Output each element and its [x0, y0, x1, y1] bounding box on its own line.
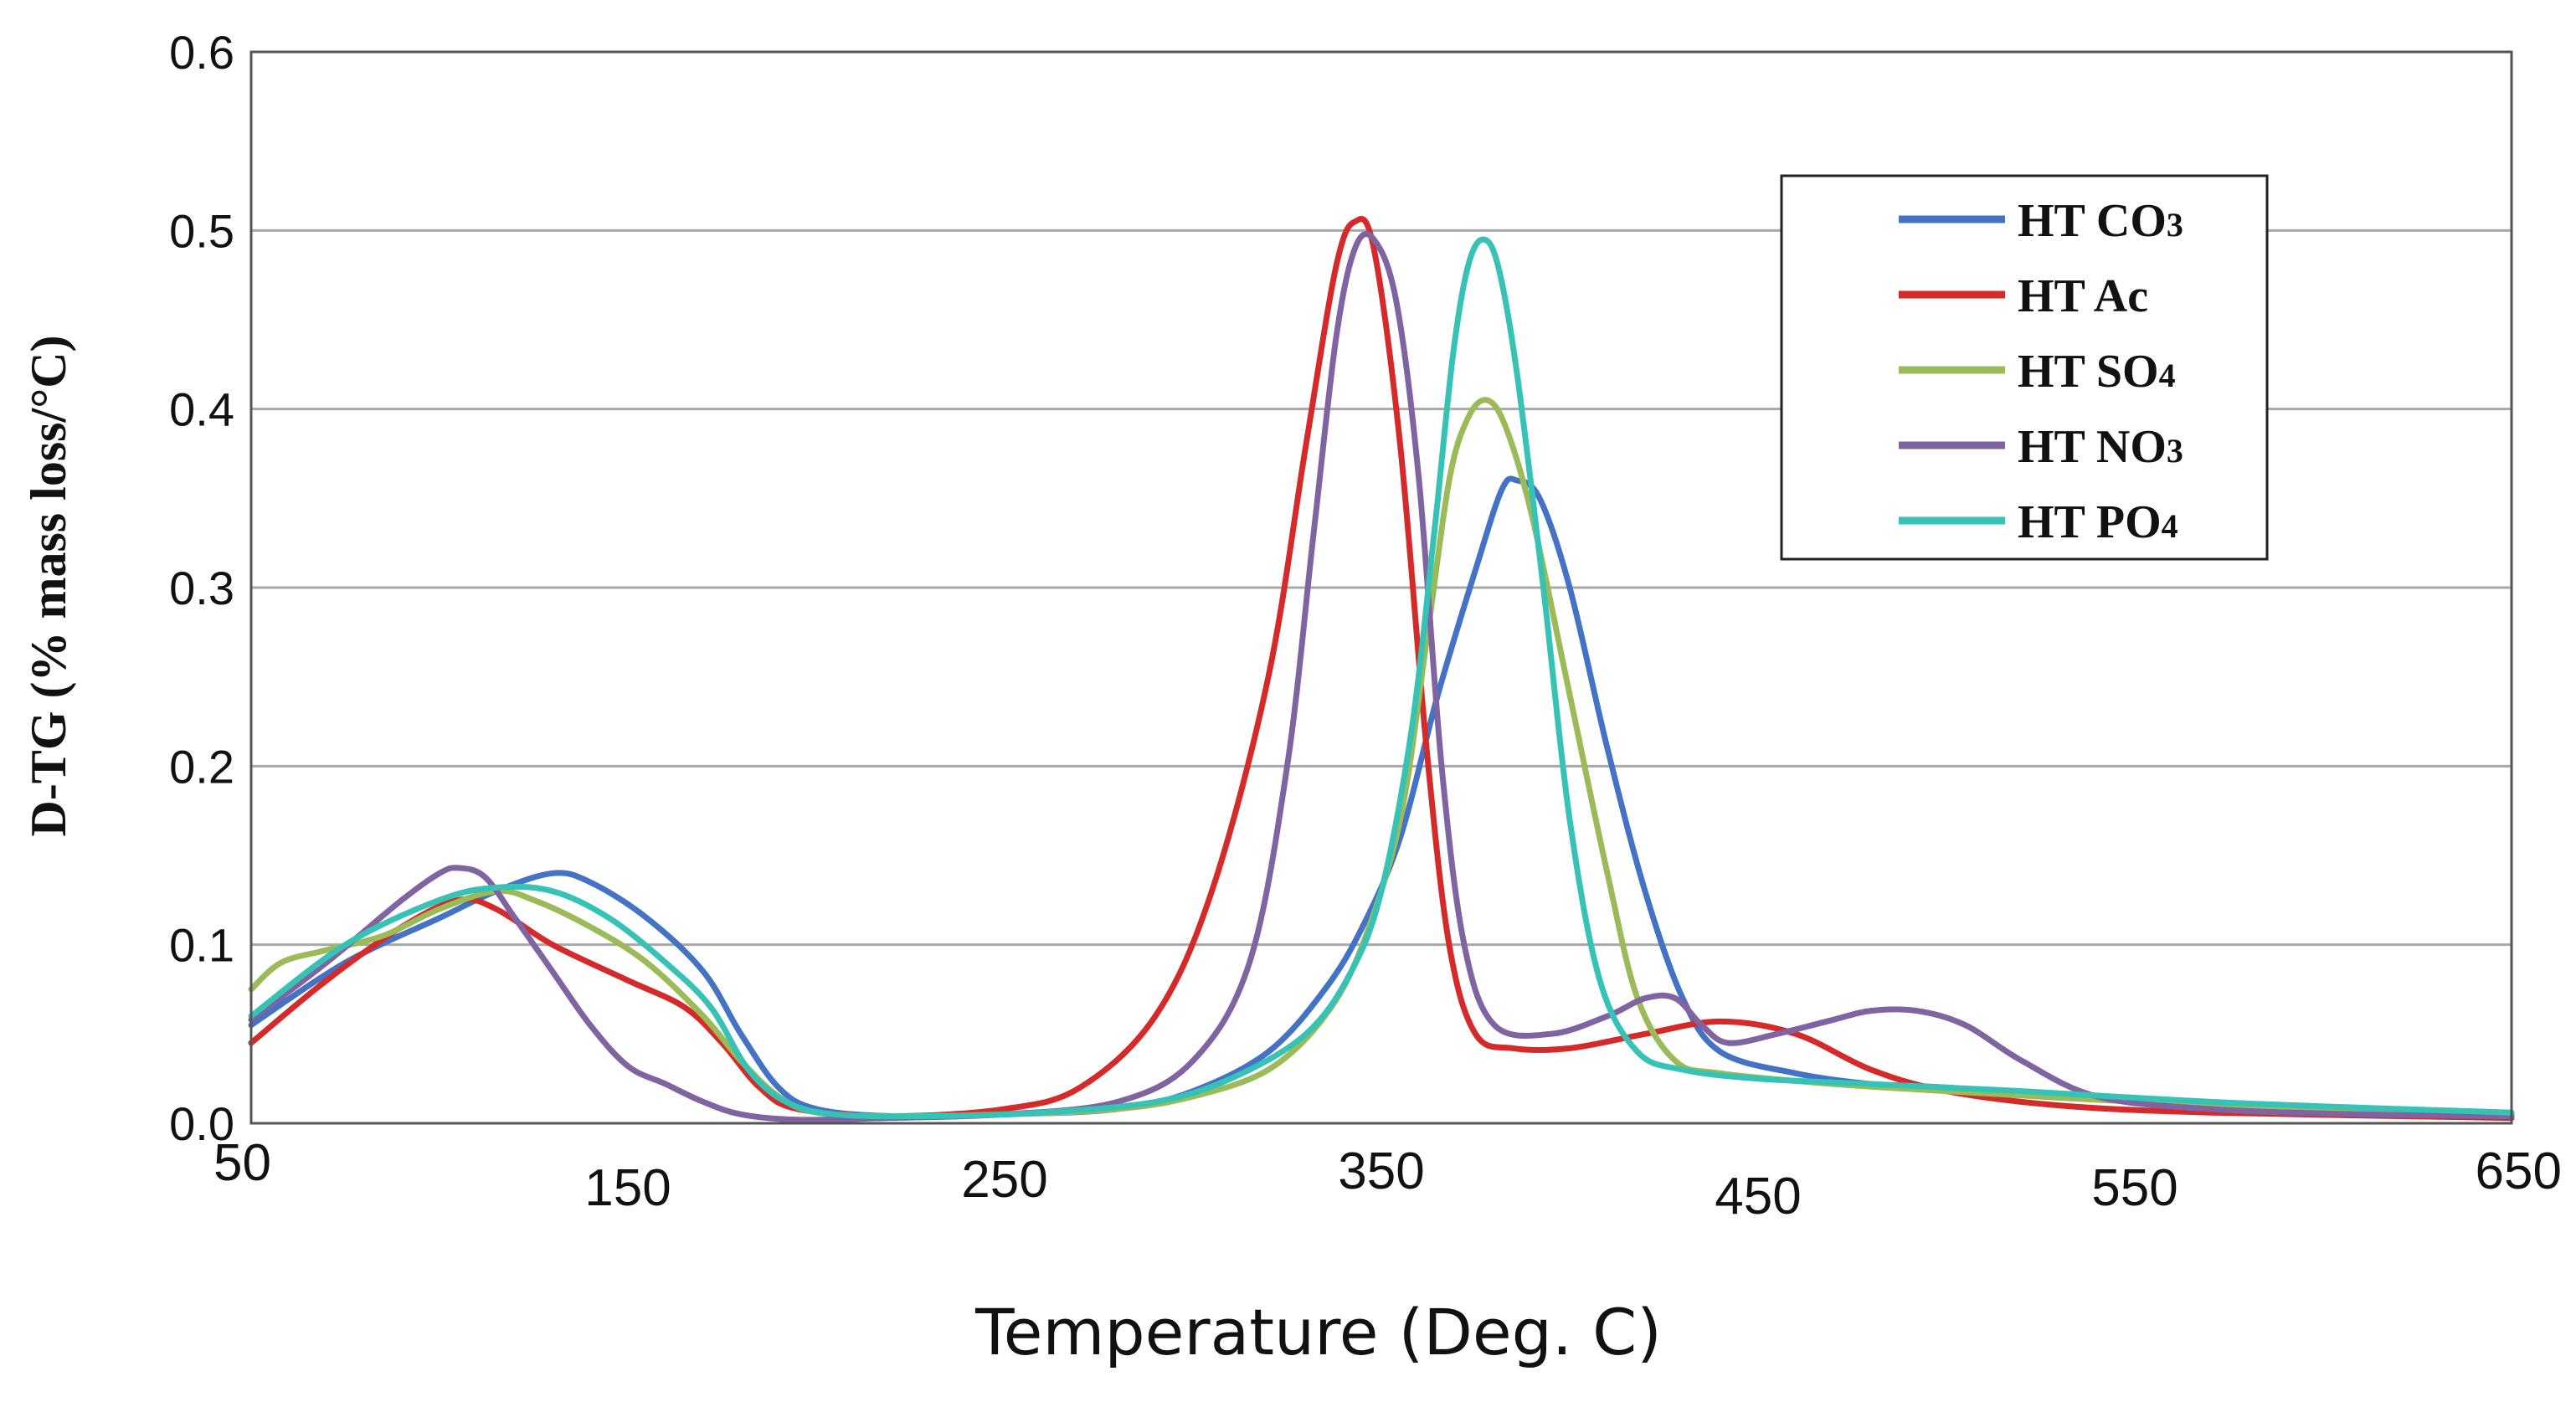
series-line-ht-po4	[248, 236, 2515, 1120]
legend-box	[1780, 174, 2269, 561]
y-tick-1: 0.1	[169, 919, 234, 972]
legend-label-main-ht-co3: HT CO	[2018, 195, 2167, 247]
x-tick-6: 650	[2476, 1143, 2562, 1200]
legend-label-sub-ht-co3: 3	[2167, 206, 2183, 244]
series-lines	[248, 216, 2515, 1123]
series-line-ht-co3	[248, 475, 2515, 1120]
legend-label-sub-ht-so4: 4	[2159, 357, 2176, 394]
series-line-ht-ac	[248, 216, 2515, 1122]
gridlines	[251, 229, 2512, 947]
legend-label-ht-po4: HT PO4	[2018, 496, 2178, 548]
y-tick-0: 0.0	[169, 1097, 234, 1150]
legend-label-ht-co3: HT CO3	[2018, 195, 2183, 247]
y-tick-2: 0.2	[169, 740, 234, 793]
y-tick-4: 0.4	[169, 383, 234, 436]
x-tick-2: 250	[961, 1151, 1047, 1209]
series-line-ht-no3	[248, 231, 2515, 1123]
legend-label-main-ht-so4: HT SO	[2018, 346, 2159, 398]
y-tick-3: 0.3	[169, 562, 234, 614]
x-tick-3: 350	[1338, 1143, 1424, 1200]
y-tick-6: 0.6	[169, 26, 234, 79]
y-tick-5: 0.5	[169, 204, 234, 257]
x-tick-1: 150	[584, 1159, 671, 1217]
legend-label-sub-ht-po4: 4	[2162, 507, 2178, 545]
y-axis-ticks: 0.0 0.1 0.2 0.3 0.4 0.5 0.6	[169, 26, 234, 1150]
legend-label-ht-so4: HT SO4	[2018, 346, 2176, 398]
plot-frame	[249, 50, 2513, 1125]
x-axis-label: Temperature (Deg. C)	[974, 1295, 1662, 1369]
legend-label-ht-ac: HT Ac	[2018, 270, 2148, 322]
legend-label-ht-no3: HT NO3	[2018, 421, 2183, 473]
y-axis-label: D-TG (% mass loss/°C)	[21, 335, 76, 836]
x-axis-ticks: 50 150 250 350 450 550 650	[213, 1134, 2562, 1225]
x-tick-5: 550	[2091, 1159, 2178, 1217]
legend-label-main-ht-no3: HT NO	[2018, 421, 2167, 473]
x-tick-4: 450	[1715, 1168, 1801, 1225]
legend-label-sub-ht-no3: 3	[2167, 432, 2183, 470]
x-tick-0: 50	[213, 1134, 271, 1192]
legend-label-main-ht-ac: HT Ac	[2018, 270, 2148, 322]
legend-label-main-ht-po4: HT PO	[2018, 496, 2162, 548]
